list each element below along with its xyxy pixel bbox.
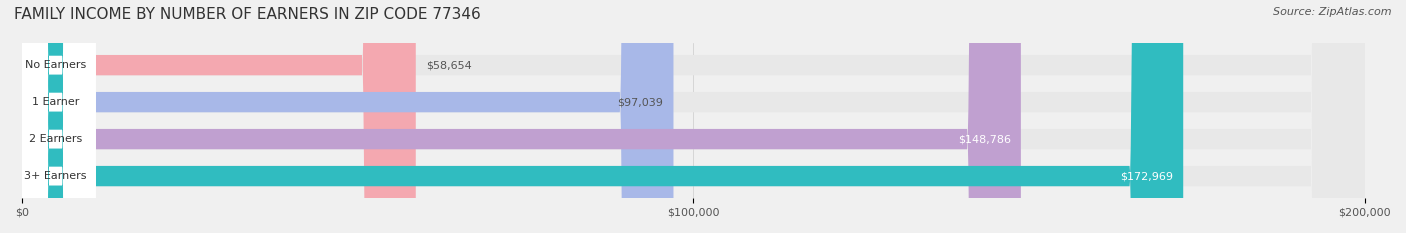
- Text: 3+ Earners: 3+ Earners: [24, 171, 87, 181]
- FancyBboxPatch shape: [22, 0, 673, 233]
- Text: $148,786: $148,786: [957, 134, 1011, 144]
- FancyBboxPatch shape: [15, 0, 96, 233]
- FancyBboxPatch shape: [22, 0, 1365, 233]
- FancyBboxPatch shape: [15, 0, 96, 233]
- FancyBboxPatch shape: [15, 0, 96, 233]
- Text: $58,654: $58,654: [426, 60, 471, 70]
- Text: 2 Earners: 2 Earners: [30, 134, 82, 144]
- Text: Source: ZipAtlas.com: Source: ZipAtlas.com: [1274, 7, 1392, 17]
- Text: $172,969: $172,969: [1121, 171, 1173, 181]
- FancyBboxPatch shape: [22, 0, 1365, 233]
- FancyBboxPatch shape: [22, 0, 1184, 233]
- FancyBboxPatch shape: [22, 0, 1365, 233]
- Text: $97,039: $97,039: [617, 97, 664, 107]
- Text: FAMILY INCOME BY NUMBER OF EARNERS IN ZIP CODE 77346: FAMILY INCOME BY NUMBER OF EARNERS IN ZI…: [14, 7, 481, 22]
- FancyBboxPatch shape: [22, 0, 416, 233]
- FancyBboxPatch shape: [15, 0, 96, 233]
- FancyBboxPatch shape: [22, 0, 1365, 233]
- Text: No Earners: No Earners: [25, 60, 86, 70]
- FancyBboxPatch shape: [22, 0, 1021, 233]
- Text: 1 Earner: 1 Earner: [32, 97, 79, 107]
